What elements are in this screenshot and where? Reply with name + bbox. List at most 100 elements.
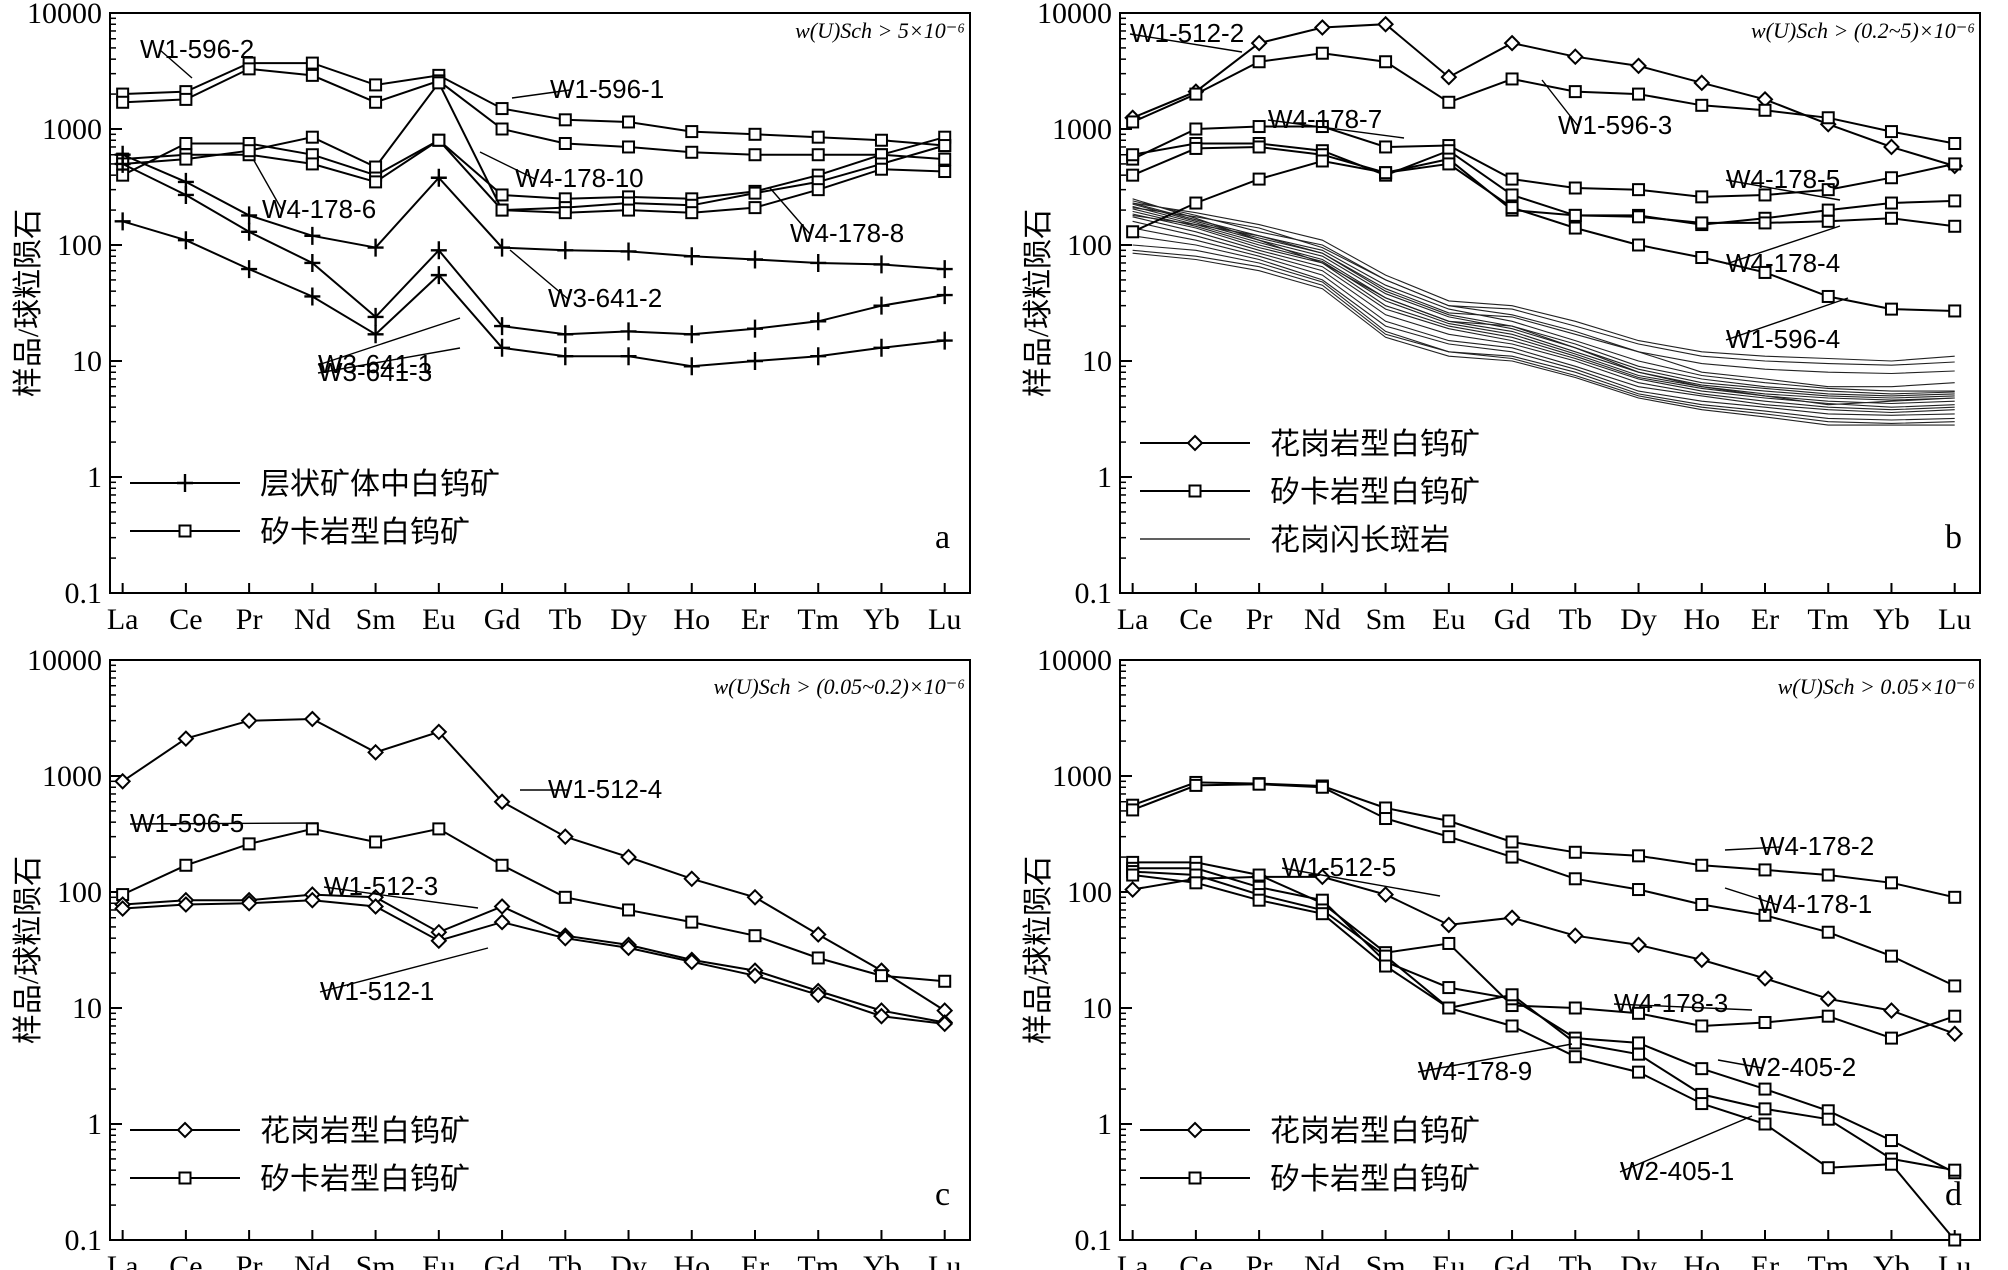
panel-d-series-line-w2-405-1 xyxy=(1132,874,1956,1241)
panel-d-letter: d xyxy=(1945,1176,1962,1213)
panel-a-x-tick-label-er: Er xyxy=(741,603,769,636)
panel-b-label-w4-178-4: W4-178-4 xyxy=(1726,248,1840,278)
panel-b-point-w1-596-3-eu xyxy=(1442,95,1456,109)
panel-b-legend-item-1: 花岗岩型白钨矿 xyxy=(1140,427,1480,462)
panel-c-y-tick-label: 10 xyxy=(72,992,102,1025)
panel-d-series-line-w4-178-1 xyxy=(1132,783,1956,987)
panel-c-point-w1-512-4-nd xyxy=(303,710,321,728)
panel-a-label-w3-641-2: W3-641-2 xyxy=(548,283,662,313)
panel-d-label-w4-178-9: W4-178-9 xyxy=(1418,1056,1532,1086)
panel-b-legend-marker-2 xyxy=(1188,484,1202,498)
panel-d-point-w4-178-2-tb xyxy=(1568,845,1582,859)
panel-b-point-w4-178-4-yb xyxy=(1884,211,1898,225)
panel-b-granodiorite-line-2 xyxy=(1132,200,1955,388)
panel-a-leader-w4-178-10 xyxy=(479,151,536,180)
panel-c-legend-marker-1 xyxy=(176,1121,194,1139)
panel-a-y-tick-label: 10 xyxy=(72,345,102,378)
panel-c: w(U)Sch > (0.05~0.2)×10⁻⁶ c 0.1 1 10 100 100… xyxy=(12,644,971,1270)
panel-b-point-w1-512-2-ho xyxy=(1693,74,1711,92)
panel-c-point-w1-596-5-pr xyxy=(242,837,256,851)
panel-d-point-w4-178-3-pr xyxy=(1252,868,1266,882)
panel-b-point-w1-512-2-gd xyxy=(1503,34,1521,52)
panel-b-legend-label-2: 矽卡岩型白钨矿 xyxy=(1270,475,1480,510)
panel-d-legend-label-1: 花岗岩型白钨矿 xyxy=(1270,1114,1480,1149)
panel-c-series-w1-512-4 xyxy=(114,710,954,1019)
panel-a-point-w3-641-3-pr xyxy=(241,260,258,279)
panel-d-point-w4-178-2-lu xyxy=(1948,890,1962,904)
panel-c-point-w1-596-5-nd xyxy=(305,822,319,836)
panel-c-point-w1-512-4-pr xyxy=(240,712,258,730)
panel-b-leader-w4-178-5 xyxy=(1725,179,1841,201)
panel-d-point-w2-405-1-er xyxy=(1758,1117,1772,1131)
panel-d-leader-w2-405-2 xyxy=(1717,1059,1763,1069)
panel-b-point-w4-178-7-sm xyxy=(1379,140,1393,154)
panel-c-condition: w(U)Sch > (0.05~0.2)×10⁻⁶ xyxy=(714,674,966,699)
panel-c-y-tick-label: 0.1 xyxy=(65,1224,103,1257)
panel-d-y-tick-label: 100 xyxy=(1067,876,1112,909)
panel-b-point-w4-178-4-ce xyxy=(1189,141,1203,155)
panel-b-point-w1-596-3-nd xyxy=(1315,46,1329,60)
panel-c-letter: c xyxy=(935,1176,950,1213)
panel-d-leader-w4-178-3 xyxy=(1613,1003,1753,1011)
panel-b: w(U)Sch > (0.2~5)×10⁻⁶ b 0.1 1 10 100 1000 10… xyxy=(1022,0,1981,636)
panel-a-point-w4-178-10-eu xyxy=(432,133,446,147)
panel-c-point-w1-512-4-la xyxy=(114,772,132,790)
panel-b-granodiorite-line-6 xyxy=(1132,208,1955,399)
panel-b-point-w1-596-4-tb xyxy=(1568,221,1582,235)
panel-d-point-w4-178-2-er xyxy=(1758,863,1772,877)
panel-c-legend-label-1: 花岗岩型白钨矿 xyxy=(260,1114,470,1149)
panel-a-y-tick-label: 10000 xyxy=(27,0,102,30)
panel-b-point-w1-512-2-yb xyxy=(1883,138,1900,156)
panel-a-point-w3-641-3-er xyxy=(747,352,763,370)
panel-d-series-w2-405-1 xyxy=(1126,868,1962,1247)
panel-d-x-tick-label-lu: Lu xyxy=(1938,1250,1971,1270)
panel-d-point-w4-178-9-lu xyxy=(1948,1163,1962,1177)
panel-d-point-w1-512-5-tb xyxy=(1566,927,1584,945)
panel-a-point-w3-641-1-lu xyxy=(936,286,953,305)
panel-b-label-w1-596-4: W1-596-4 xyxy=(1726,324,1840,354)
panel-d-point-w4-178-2-sm xyxy=(1379,801,1393,815)
panel-b-point-w1-596-3-ho xyxy=(1695,98,1709,112)
panel-b-point-w1-596-4-nd xyxy=(1315,154,1329,168)
panel-a-leader-w4-178-8 xyxy=(769,187,811,235)
panel-b-point-w4-178-4-er xyxy=(1758,216,1772,230)
panel-c-x-tick-label-la: La xyxy=(107,1250,139,1270)
panel-c-point-w1-512-4-sm xyxy=(367,743,385,761)
panel-d-y-tick-label: 1 xyxy=(1097,1108,1112,1141)
panel-a-point-w4-178-6-ce xyxy=(179,136,193,150)
panel-a-label-w1-596-1: W1-596-1 xyxy=(550,74,664,104)
panel-a-point-w1-596-2-yb xyxy=(874,133,888,147)
panel-d-x-tick-label-yb: Yb xyxy=(1873,1250,1910,1270)
panel-a-point-w4-178-10-nd xyxy=(305,157,319,171)
panel-b-legend-label-3: 花岗闪长斑岩 xyxy=(1270,523,1450,558)
panel-c-leader-w1-512-3 xyxy=(323,886,479,909)
panel-d-point-w2-405-1-ho xyxy=(1695,1097,1709,1111)
panel-a-letter: a xyxy=(935,519,950,556)
panel-d-point-w4-178-3-lu xyxy=(1948,1009,1962,1023)
panel-b-point-w1-596-3-er xyxy=(1758,103,1772,117)
panel-b-series-line-w1-596-4 xyxy=(1132,159,1955,312)
panel-a-series-line-w3-641-3 xyxy=(122,220,945,368)
panel-c-point-w1-596-5-er xyxy=(748,929,762,943)
panel-a-point-w3-641-1-eu xyxy=(430,241,447,260)
panel-a-point-w1-596-1-lu xyxy=(938,152,952,166)
panel-d-point-w2-405-1-lu xyxy=(1948,1233,1962,1247)
panel-b-point-w1-596-4-gd xyxy=(1505,201,1519,215)
panel-a-x-tick-label-ho: Ho xyxy=(673,603,710,636)
panel-d-series-w4-178-1 xyxy=(1126,777,1962,993)
panel-d-point-w4-178-2-gd xyxy=(1505,835,1519,849)
panel-a-x-tick-label-eu: Eu xyxy=(422,603,455,636)
panel-b-point-w4-178-7-ce xyxy=(1189,122,1203,136)
panel-a-label-w4-178-6: W4-178-6 xyxy=(262,194,376,224)
panel-d-point-w1-512-5-gd xyxy=(1503,909,1521,927)
panel-a-x-tick-label-yb: Yb xyxy=(863,603,900,636)
panel-b-point-w1-596-3-tm xyxy=(1821,111,1835,125)
panel-b-series-line-w4-178-4 xyxy=(1132,145,1955,228)
panel-a-point-w4-178-8-lu xyxy=(938,165,952,179)
panel-b-point-w4-178-4-tb xyxy=(1568,208,1582,222)
panel-d-leader-w4-178-2 xyxy=(1724,846,1781,851)
panel-a-legend-item-1: 层状矿体中白钨矿 xyxy=(130,467,500,502)
panel-a-point-w4-178-8-tb xyxy=(558,206,572,220)
panel-a-x-tick-label-nd: Nd xyxy=(294,603,331,636)
panel-d-point-w2-405-1-tb xyxy=(1568,1050,1582,1064)
